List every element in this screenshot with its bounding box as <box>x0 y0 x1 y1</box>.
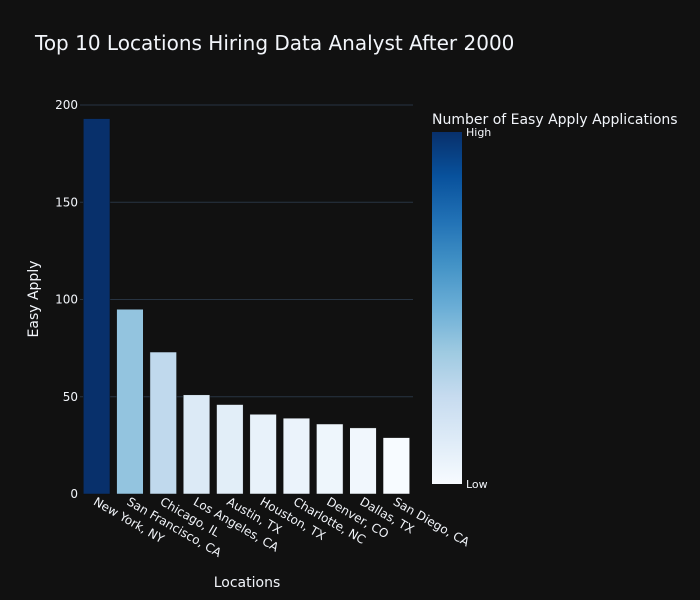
bar[interactable] <box>149 351 177 495</box>
bars <box>83 118 410 495</box>
colorbar-low-label: Low <box>466 478 488 491</box>
bar[interactable] <box>249 414 277 495</box>
y-tick-label: 200 <box>55 98 78 112</box>
y-axis-label: Easy Apply <box>26 261 42 338</box>
y-tick-label: 150 <box>55 195 78 209</box>
x-axis-label: Locations <box>214 575 281 591</box>
bar[interactable] <box>382 437 410 495</box>
bar[interactable] <box>282 417 311 495</box>
y-tick-label: 50 <box>63 390 78 404</box>
colorbar-title: Number of Easy Apply Applications <box>432 112 678 128</box>
colorbar <box>432 132 462 484</box>
bar[interactable] <box>349 427 377 495</box>
y-axis-ticks: 0 50 100 150 200 <box>55 98 78 501</box>
bar[interactable] <box>182 394 211 495</box>
bar[interactable] <box>116 308 144 495</box>
bar[interactable] <box>83 118 111 495</box>
y-tick-label: 100 <box>55 293 78 307</box>
bar[interactable] <box>216 404 244 495</box>
gridlines <box>80 104 413 398</box>
chart-title: Top 10 Locations Hiring Data Analyst Aft… <box>34 31 514 55</box>
y-tick-label: 0 <box>70 487 78 501</box>
colorbar-high-label: High <box>466 126 491 139</box>
bar[interactable] <box>316 423 344 495</box>
